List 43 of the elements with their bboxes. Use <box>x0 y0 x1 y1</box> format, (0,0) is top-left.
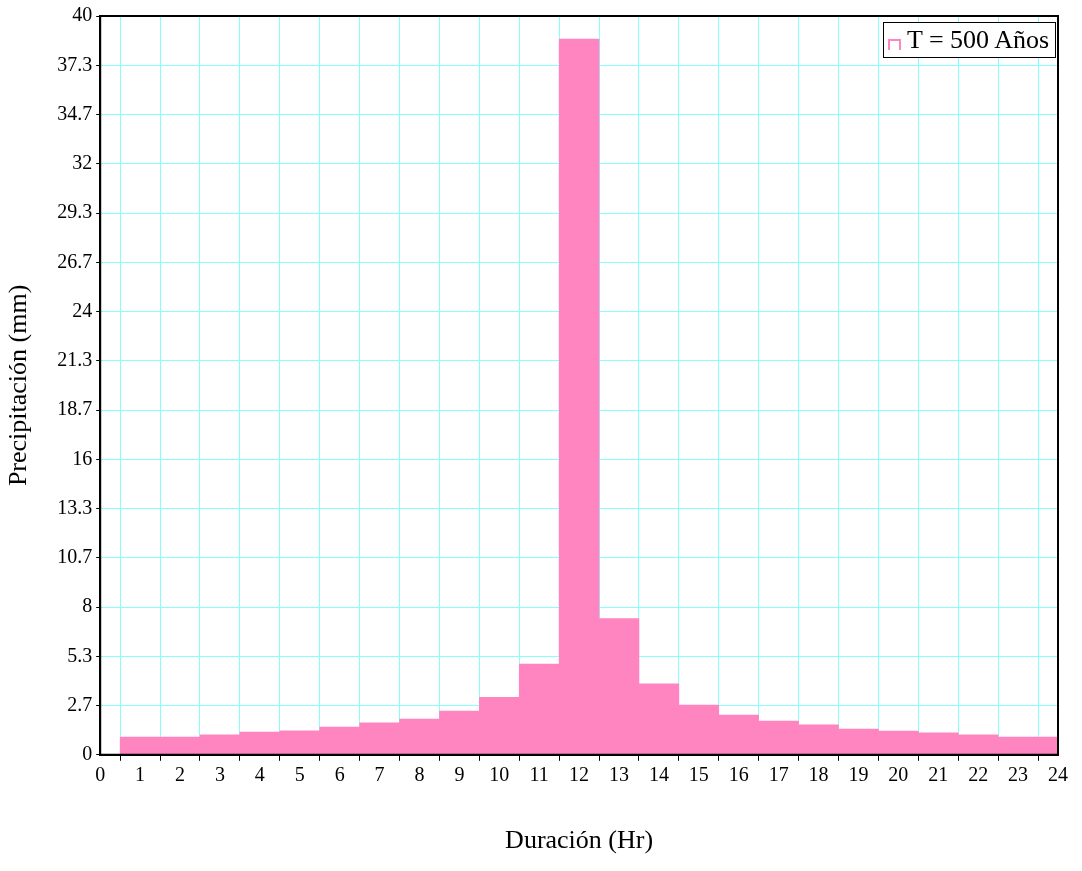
x-tick-label: 23 <box>1008 763 1029 786</box>
x-tick-label: 22 <box>968 763 989 786</box>
x-tick-label: 11 <box>529 763 549 786</box>
x-tick-label: 6 <box>334 763 345 786</box>
y-tick-label: 8 <box>82 594 93 617</box>
y-axis-title: Precipitación (mm) <box>3 284 33 487</box>
x-tick-label: 4 <box>254 763 265 786</box>
y-tick-label: 40 <box>72 3 93 26</box>
y-tick-label: 34.7 <box>57 101 93 124</box>
y-tick-label: 24 <box>72 298 93 321</box>
y-tick-label: 21.3 <box>57 348 93 371</box>
x-tick-label: 24 <box>1048 763 1068 786</box>
x-tick-label: 7 <box>374 763 385 786</box>
y-tick-label: 26.7 <box>57 249 93 272</box>
y-tick-label: 32 <box>72 151 93 174</box>
x-tick-label: 21 <box>928 763 949 786</box>
x-tick-label: 1 <box>135 763 146 786</box>
legend-label: T = 500 Años <box>907 25 1050 55</box>
x-tick-label: 20 <box>888 763 909 786</box>
x-tick-label: 5 <box>294 763 305 786</box>
x-tick-label: 8 <box>414 763 425 786</box>
y-tick-label: 37.3 <box>57 52 93 75</box>
x-tick-label: 10 <box>489 763 510 786</box>
y-tick-label: 10.7 <box>57 545 93 568</box>
x-tick-label: 14 <box>648 763 669 786</box>
y-tick-label: 18.7 <box>57 397 93 420</box>
x-tick-label: 17 <box>768 763 789 786</box>
y-tick-label: 13.3 <box>57 495 93 518</box>
y-tick-label: 16 <box>72 446 93 469</box>
x-tick-label: 12 <box>569 763 590 786</box>
x-tick-label: 15 <box>688 763 709 786</box>
x-tick-label: 2 <box>175 763 186 786</box>
x-tick-label: 16 <box>728 763 749 786</box>
x-tick-label: 9 <box>454 763 465 786</box>
y-tick-label: 0 <box>82 742 93 765</box>
y-tick-label: 29.3 <box>57 200 93 223</box>
x-tick-label: 19 <box>848 763 869 786</box>
x-axis-title: Duración (Hr) <box>505 825 654 855</box>
x-tick-label: 3 <box>214 763 225 786</box>
y-tick-label: 5.3 <box>67 643 93 666</box>
y-tick-label: 2.7 <box>67 692 93 715</box>
x-tick-label: 18 <box>808 763 829 786</box>
x-tick-label: 13 <box>609 763 630 786</box>
